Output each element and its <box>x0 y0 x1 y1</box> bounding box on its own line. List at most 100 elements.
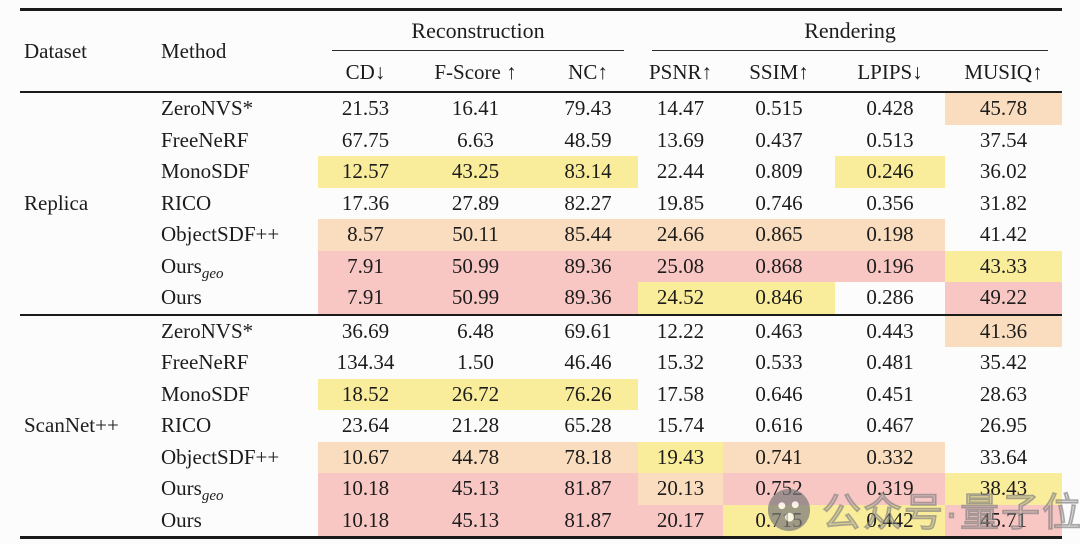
method-label: Ours <box>161 285 202 310</box>
method-label: MonoSDF <box>161 159 250 184</box>
metric-value: 45.78 <box>945 92 1063 125</box>
metric-value: 10.18 <box>318 504 413 538</box>
metric-value: 10.67 <box>318 441 413 473</box>
metric-value: 81.87 <box>538 504 638 538</box>
metric-value: 0.286 <box>866 285 914 310</box>
method-label: RICO <box>161 190 212 215</box>
method-label: Ours <box>161 507 202 532</box>
metric-value: 0.752 <box>723 473 835 505</box>
metric-value: 20.13 <box>638 473 723 505</box>
metric-value: 37.54 <box>979 127 1028 152</box>
metric-value: 1.50 <box>457 350 494 375</box>
metric-value: 76.26 <box>538 378 638 410</box>
method-label: Oursgeo <box>161 476 224 505</box>
metric-value: 0.319 <box>835 473 945 505</box>
metric-value: 26.95 <box>979 413 1028 438</box>
metric-value: 0.442 <box>835 504 945 538</box>
metric-value: 33.64 <box>979 444 1028 469</box>
reconstruction-cmidrule: Reconstruction <box>332 14 624 51</box>
col-header-method: Method <box>161 38 227 63</box>
method-label: ZeroNVS* <box>161 96 254 121</box>
metric-value: 0.868 <box>723 250 835 282</box>
table-row: Ours 7.91 50.99 89.36 24.52 0.846 0.286 49.22 <box>20 282 1063 315</box>
metric-value: 16.41 <box>451 96 500 121</box>
metric-value: 19.43 <box>638 441 723 473</box>
col-header-fscore: F-Score ↑ <box>434 59 517 84</box>
metric-value: 45.13 <box>413 473 538 505</box>
metric-value: 24.66 <box>638 219 723 251</box>
metric-value: 0.515 <box>755 96 803 121</box>
metric-value: 27.89 <box>451 190 500 215</box>
group-header-row: Dataset Method Reconstruction Rendering <box>20 10 1062 63</box>
table-row: MonoSDF 18.52 26.72 76.26 17.58 0.646 0.451 28.… <box>20 378 1062 410</box>
metric-value: 25.08 <box>638 250 723 282</box>
metric-value: 0.846 <box>723 282 835 315</box>
table-row: MonoSDF 12.57 43.25 83.14 22.44 0.809 0.246 36.… <box>20 156 1062 188</box>
metric-value: 12.22 <box>656 318 705 343</box>
metric-value: 0.616 <box>755 413 803 438</box>
dataset-label: Replica <box>24 190 89 215</box>
col-header-cd: CD↓ <box>345 59 386 84</box>
metric-value: 48.59 <box>564 127 612 152</box>
table-row: ObjectSDF++ 10.67 44.78 78.18 19.43 0.741 0.33… <box>20 441 1062 473</box>
metric-value: 81.87 <box>538 473 638 505</box>
col-header-psnr: PSNR↑ <box>648 59 713 84</box>
table-row: Ours 10.18 45.13 81.87 20.17 0.715 0.442 45.71 <box>20 504 1063 538</box>
metric-value: 6.63 <box>457 127 494 152</box>
metric-value: 50.99 <box>413 282 538 315</box>
metric-value: 0.746 <box>755 190 803 215</box>
metric-value: 46.46 <box>564 350 612 375</box>
metric-value: 36.02 <box>979 159 1028 184</box>
table-row: Oursgeo 7.91 50.99 89.36 25.08 0.868 0.196 43.3… <box>20 250 1063 282</box>
metric-value: 49.22 <box>945 282 1063 315</box>
metric-value: 17.36 <box>341 190 390 215</box>
method-label: ObjectSDF++ <box>161 444 280 469</box>
metric-value: 41.42 <box>979 222 1028 247</box>
metric-value: 0.198 <box>835 219 945 251</box>
col-header-nc: NC↑ <box>568 59 608 84</box>
metric-value: 85.44 <box>538 219 638 251</box>
metric-value: 0.865 <box>723 219 835 251</box>
dataset-group-replica: Replica ZeroNVS* 21.53 16.41 79.43 14.47 0.515… <box>20 92 1063 315</box>
group-label-rendering: Rendering <box>804 17 896 43</box>
metric-value: 0.809 <box>755 159 803 184</box>
method-label: MonoSDF <box>161 381 250 406</box>
method-label: ZeroNVS* <box>161 318 254 343</box>
metric-value: 45.13 <box>413 504 538 538</box>
col-header-dataset: Dataset <box>24 38 87 63</box>
dataset-group-scannet: ScanNet++ ZeroNVS* 36.69 6.48 69.61 12.22 0.46… <box>20 314 1063 538</box>
metric-value: 6.48 <box>457 318 494 343</box>
col-header-lpips: LPIPS↓ <box>857 59 923 84</box>
metric-value: 17.58 <box>656 381 705 406</box>
metric-value: 38.43 <box>945 473 1063 505</box>
metric-value: 50.99 <box>413 250 538 282</box>
method-subscript: geo <box>201 265 224 282</box>
metric-value: 8.57 <box>318 219 413 251</box>
metric-value: 7.91 <box>318 250 413 282</box>
metric-value: 0.715 <box>723 504 835 538</box>
metric-value: 10.18 <box>318 473 413 505</box>
metric-value: 43.33 <box>945 250 1063 282</box>
metric-value: 89.36 <box>538 250 638 282</box>
metric-value: 24.52 <box>638 282 723 315</box>
method-label: RICO <box>161 413 212 438</box>
metric-value: 12.57 <box>318 156 413 188</box>
metric-value: 0.533 <box>755 350 803 375</box>
metric-value: 0.332 <box>835 441 945 473</box>
table-row: ObjectSDF++ 8.57 50.11 85.44 24.66 0.865 0.198… <box>20 219 1062 251</box>
metric-header-row: CD↓ F-Score ↑ NC↑ PSNR↑ SSIM↑ LPIPS↓ MUS… <box>20 53 1062 92</box>
table-row: ScanNet++ ZeroNVS* 36.69 6.48 69.61 12.22 0.46… <box>20 314 1063 437</box>
metric-value: 0.741 <box>723 441 835 473</box>
col-header-ssim: SSIM↑ <box>749 59 809 84</box>
metric-value: 83.14 <box>538 156 638 188</box>
metric-value: 13.69 <box>656 127 705 152</box>
metric-value: 44.78 <box>413 441 538 473</box>
table-row: RICO 23.64 21.28 65.28 15.74 0.616 0.467 26.95 <box>20 410 1062 442</box>
group-header-rendering: Rendering <box>638 10 1062 54</box>
metric-value: 0.646 <box>755 381 803 406</box>
metric-value: 28.63 <box>979 381 1028 406</box>
metric-value: 0.356 <box>866 190 914 215</box>
metric-value: 0.463 <box>755 318 803 343</box>
metric-value: 134.34 <box>336 350 395 375</box>
